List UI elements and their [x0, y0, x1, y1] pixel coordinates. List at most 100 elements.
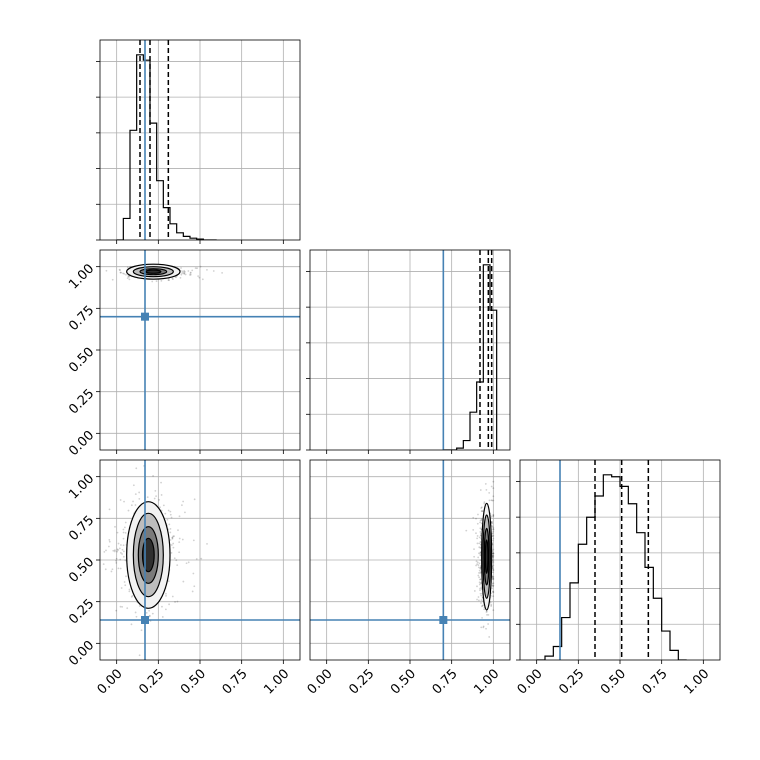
scatter-point: [492, 514, 495, 517]
scatter-point: [171, 536, 174, 539]
scatter-point: [478, 552, 480, 555]
truth-marker: [141, 616, 149, 624]
scatter-point: [128, 590, 131, 593]
scatter-point: [491, 539, 494, 542]
scatter-point: [178, 537, 181, 540]
scatter-point: [478, 542, 481, 545]
scatter-point: [115, 609, 118, 612]
scatter-point: [165, 592, 167, 595]
contour-level-3: [484, 539, 489, 574]
scatter-point: [183, 272, 186, 275]
scatter-point: [114, 549, 116, 552]
x-tick-label: 0.75: [430, 666, 461, 697]
scatter-point: [96, 533, 98, 535]
scatter-point: [183, 272, 186, 275]
scatter-point: [491, 525, 494, 528]
scatter-point: [187, 270, 190, 272]
scatter-point: [122, 528, 125, 531]
scatter-point: [479, 582, 482, 585]
scatter-point: [480, 510, 483, 512]
scatter-point: [119, 271, 122, 274]
scatter-point: [125, 575, 127, 578]
scatter-point: [201, 278, 204, 281]
scatter-point: [167, 509, 170, 512]
scatter-point: [487, 623, 490, 625]
scatter-point: [491, 575, 494, 578]
scatter-point: [481, 605, 483, 608]
scatter-point: [492, 513, 495, 516]
scatter-point: [172, 535, 175, 538]
scatter-point: [121, 605, 124, 608]
scatter-point: [181, 270, 184, 273]
scatter-point: [183, 269, 186, 272]
scatter-point: [105, 549, 107, 552]
scatter-point: [166, 518, 169, 521]
scatter-point: [108, 540, 111, 543]
scatter-point: [121, 548, 124, 551]
scatter-point: [487, 613, 490, 616]
scatter-point: [193, 585, 196, 588]
scatter-point: [479, 578, 482, 581]
scatter-point: [124, 521, 127, 524]
x-tick-label: 1.00: [261, 666, 292, 697]
scatter-point: [473, 590, 476, 592]
x-tick-label: 1.00: [471, 666, 502, 697]
scatter-point: [122, 550, 125, 553]
scatter-point: [491, 532, 494, 535]
scatter-point: [155, 280, 158, 283]
scatter-point: [488, 636, 491, 638]
x-tick-label: 0.75: [220, 666, 251, 697]
scatter-point: [479, 567, 481, 570]
truth-marker: [439, 616, 448, 624]
scatter-point: [206, 269, 208, 271]
scatter-point: [189, 273, 191, 276]
scatter-point: [491, 567, 494, 569]
scatter-point: [187, 561, 190, 564]
scatter-point: [490, 605, 493, 607]
scatter-point: [130, 504, 133, 507]
scatter-point: [169, 513, 172, 516]
scatter-point: [175, 276, 177, 279]
scatter-point: [492, 480, 495, 483]
scatter-point: [127, 275, 130, 278]
scatter-point: [480, 519, 483, 522]
scatter-point: [491, 520, 493, 523]
scatter-point: [492, 609, 495, 611]
scatter-point: [116, 550, 119, 553]
scatter-point: [492, 569, 495, 572]
contour-level-3: [145, 269, 162, 274]
scatter-point: [123, 500, 125, 503]
scatter-point: [126, 607, 129, 610]
scatter-point: [123, 526, 126, 529]
scatter-point: [492, 578, 495, 581]
scatter-point: [134, 611, 137, 614]
scatter-point: [169, 510, 172, 513]
histogram-step-1: [443, 264, 498, 450]
scatter-point: [173, 557, 176, 560]
scatter-point: [479, 521, 481, 524]
scatter-point: [148, 615, 151, 618]
scatter-point: [131, 594, 134, 597]
scatter-point: [120, 271, 122, 274]
scatter-point: [479, 540, 482, 543]
scatter-point: [169, 539, 172, 541]
scatter-point: [184, 511, 186, 514]
scatter-point: [172, 542, 175, 545]
scatter-point: [134, 493, 137, 496]
scatter-point: [162, 504, 165, 507]
scatter-point: [146, 496, 149, 499]
scatter-point: [160, 494, 163, 496]
scatter-point: [492, 534, 495, 537]
scatter-point: [108, 538, 111, 541]
scatter-point: [465, 529, 468, 532]
scatter-point: [134, 504, 137, 506]
scatter-point: [488, 499, 491, 502]
scatter-point: [118, 268, 121, 271]
x-tick-label: 0.00: [515, 666, 546, 697]
scatter-point: [182, 500, 185, 503]
scatter-point: [119, 558, 122, 561]
scatter-point: [479, 519, 482, 522]
scatter-point: [138, 605, 141, 607]
scatter-point: [206, 542, 208, 545]
